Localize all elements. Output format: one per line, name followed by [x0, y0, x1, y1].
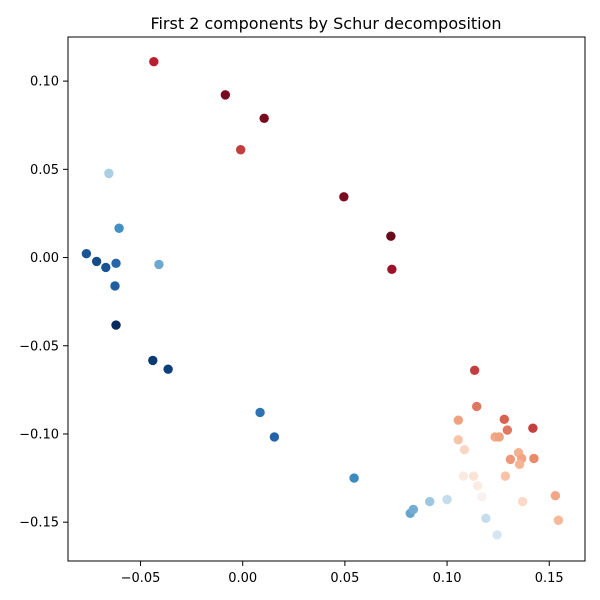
scatter-point [149, 57, 159, 67]
scatter-point [110, 281, 120, 291]
scatter-point [471, 401, 482, 412]
scatter-point [111, 258, 121, 269]
scatter-point [514, 459, 525, 470]
y-tick-label: −0.15 [19, 516, 59, 531]
scatter-point [468, 471, 479, 481]
scatter-point [220, 90, 231, 100]
scatter-point [269, 432, 280, 442]
scatter-point [494, 432, 504, 442]
x-axis: −0.05 0.00 0.05 0.10 0.15 [121, 561, 564, 586]
scatter-point [259, 113, 269, 124]
scatter-point [453, 435, 464, 445]
y-tick-label: 0.05 [30, 163, 59, 178]
scatter-point [453, 415, 464, 425]
scatter-point [339, 192, 349, 202]
scatter-point [91, 256, 102, 267]
plot-frame [67, 36, 586, 562]
scatter-point [502, 425, 513, 435]
scatter-point [473, 481, 483, 491]
scatter-point [104, 168, 114, 179]
scatter-point [235, 145, 246, 155]
scatter-point [163, 364, 173, 374]
y-tick-label: 0.00 [30, 251, 59, 266]
scatter-point [111, 320, 121, 330]
y-tick-label: 0.10 [30, 75, 59, 90]
scatter-point [458, 471, 469, 481]
scatter-point [529, 453, 539, 464]
scatter-point [528, 423, 538, 433]
scatter-point [477, 492, 487, 502]
scatter-point [154, 259, 164, 270]
scatter-point [481, 513, 491, 524]
scatter-point [387, 264, 397, 275]
scatter-point [505, 454, 516, 465]
scatter-point [442, 494, 452, 505]
scatter-point [492, 530, 502, 540]
data-points [81, 57, 564, 540]
scatter-point [101, 262, 111, 273]
scatter-point [550, 491, 561, 501]
scatter-point [114, 223, 124, 233]
chart-title: First 2 components by Schur decompositio… [150, 14, 501, 33]
x-tick-label: 0.10 [433, 571, 462, 586]
x-tick-label: −0.05 [121, 571, 161, 586]
scatter-point [499, 414, 509, 425]
scatter-point [148, 355, 158, 366]
x-tick-label: 0.00 [228, 571, 257, 586]
scatter-point [459, 444, 470, 455]
scatter-point [517, 496, 528, 507]
scatter-point [424, 496, 435, 507]
scatter-point [553, 515, 564, 525]
scatter-point [349, 473, 359, 483]
y-axis: 0.10 0.05 0.00 −0.05 −0.10 −0.15 [19, 75, 68, 531]
y-tick-label: −0.10 [19, 427, 59, 442]
y-tick-label: −0.05 [19, 339, 59, 354]
scatter-point [81, 248, 92, 259]
scatter-point [469, 365, 480, 375]
scatter-point [386, 231, 396, 241]
x-tick-label: 0.05 [330, 571, 359, 586]
scatter-point [408, 504, 419, 515]
x-tick-label: 0.15 [535, 571, 564, 586]
scatter-point [500, 471, 511, 481]
scatter-point [255, 407, 265, 418]
